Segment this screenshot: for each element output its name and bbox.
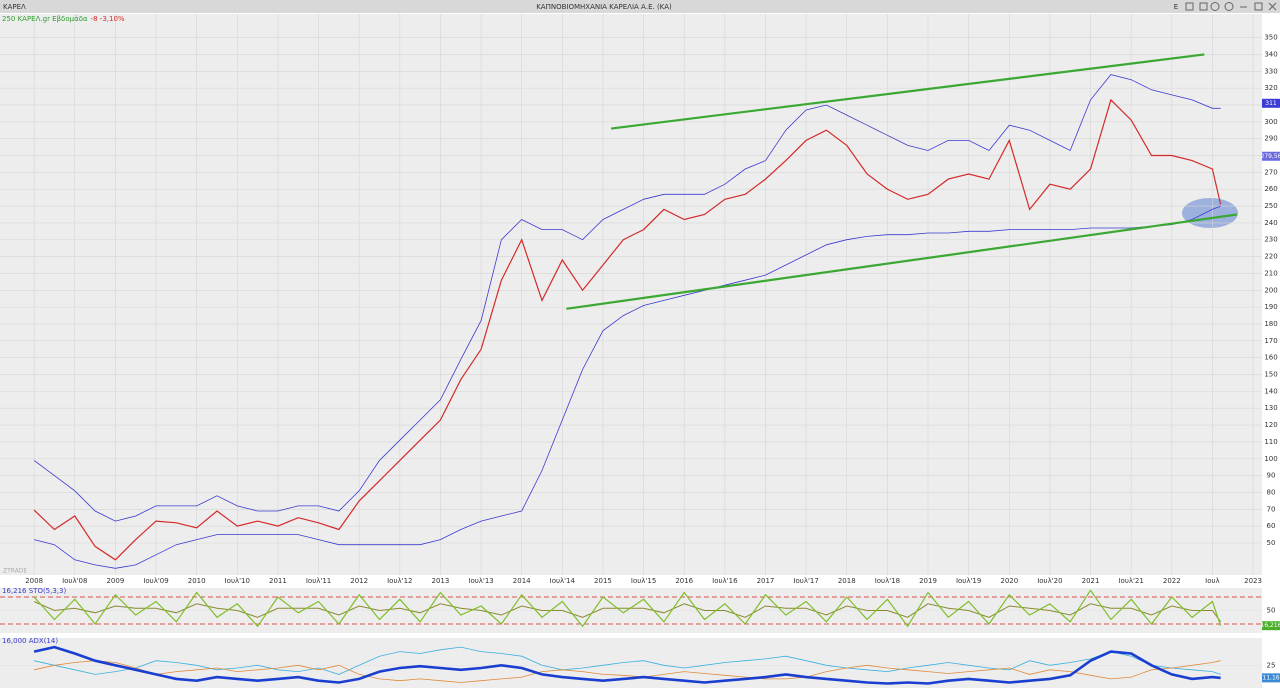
- x-tick-label: 2021: [1082, 577, 1100, 585]
- y-tick-label: 200: [1264, 286, 1277, 294]
- y-tick-label: 230: [1264, 236, 1277, 244]
- x-tick-label: Ιουλ'20: [1037, 577, 1062, 585]
- x-tick-label: Ιουλ'21: [1118, 577, 1143, 585]
- x-tick-label: 2009: [106, 577, 124, 585]
- y-tick-label: 220: [1264, 253, 1277, 261]
- y-tick-label: 150: [1264, 371, 1277, 379]
- highlight: [1182, 198, 1238, 228]
- watermark: ZTRADE: [3, 568, 27, 575]
- y-tick-label: 100: [1264, 455, 1277, 463]
- y-tick-label: 300: [1264, 118, 1277, 126]
- x-tick-label: Ιουλ'09: [143, 577, 168, 585]
- panel-title: 16,216 STO(5,3,3): [2, 587, 66, 595]
- y-tick-label: 50: [1267, 539, 1276, 547]
- x-tick-label: 2011: [269, 577, 287, 585]
- x-tick-label: 2020: [1000, 577, 1018, 585]
- window-title: ΚΑΠΝΟΒΙΟΜΗΧΑΝΙΑ ΚΑΡΕΛΙΑ Α.Ε. (ΚΑ): [536, 3, 672, 11]
- panel-title: 250 ΚΑΡΕΛ.gr Εβδομάδα: [2, 15, 88, 23]
- y-tick-label: 250: [1264, 202, 1277, 210]
- y-tick-label: 90: [1267, 472, 1276, 480]
- y-tick-label: 270: [1264, 168, 1277, 176]
- x-tick-label: 2022: [1163, 577, 1181, 585]
- price-tag-label: 311: [1265, 100, 1277, 107]
- y-tick-label: 320: [1264, 84, 1277, 92]
- x-tick-label: Ιουλ'14: [550, 577, 576, 585]
- x-tick-label: Ιουλ'19: [956, 577, 981, 585]
- x-tick-label: 2010: [188, 577, 206, 585]
- x-tick-label: Ιουλ'18: [875, 577, 900, 585]
- y-tick-label: 240: [1264, 219, 1277, 227]
- y-tick-label: 120: [1264, 421, 1277, 429]
- price-tag-label: 16,216: [1261, 622, 1280, 629]
- x-tick-label: Ιουλ'16: [712, 577, 738, 585]
- y-tick-label: 180: [1264, 320, 1277, 328]
- x-tick-label: Ιουλ'13: [468, 577, 493, 585]
- x-tick-label: 2017: [757, 577, 775, 585]
- y-tick-label: 60: [1267, 522, 1276, 530]
- x-tick-label: Ιουλ'11: [306, 577, 331, 585]
- x-tick-label: Ιουλ'15: [631, 577, 656, 585]
- x-tick-label: Ιουλ'10: [225, 577, 250, 585]
- price-change: -8 -3,10%: [91, 15, 125, 23]
- x-tick-label: 2016: [675, 577, 693, 585]
- y-tick-label: 130: [1264, 404, 1277, 412]
- y-tick-label: 80: [1267, 488, 1276, 496]
- y-tick-label: 260: [1264, 185, 1277, 193]
- x-tick-label: 2015: [594, 577, 612, 585]
- price-tag-label: 279,56: [1261, 153, 1280, 160]
- y-tick-label: 210: [1264, 269, 1277, 277]
- y-tick-label: 70: [1267, 505, 1276, 513]
- symbol: ΚΑΡΕΛ: [3, 3, 26, 11]
- x-tick-label: Ιουλ'17: [793, 577, 818, 585]
- x-tick-label: 2019: [919, 577, 937, 585]
- y-tick-label: 290: [1264, 135, 1277, 143]
- y-tick-label: 160: [1264, 354, 1277, 362]
- x-tick-label: 2008: [25, 577, 43, 585]
- y-tick-label: 340: [1264, 50, 1277, 58]
- x-tick-label: Ιουλ: [1205, 577, 1220, 585]
- x-tick-label: Ιουλ'12: [387, 577, 412, 585]
- y-tick-label: 170: [1264, 337, 1277, 345]
- price-panel: [0, 14, 1262, 575]
- y-tick-label: 330: [1264, 67, 1277, 75]
- price-tag-label: 11,16: [1262, 674, 1279, 681]
- x-tick-label: 2013: [432, 577, 450, 585]
- panel-title: 16,000 ADX(14): [2, 637, 58, 645]
- button[interactable]: E: [1174, 3, 1178, 11]
- y-tick-label: 350: [1264, 34, 1277, 42]
- x-tick-label: 2018: [838, 577, 856, 585]
- x-tick-label: 2012: [350, 577, 368, 585]
- y-tick-label: 190: [1264, 303, 1277, 311]
- y-tick-label: 110: [1264, 438, 1277, 446]
- x-tick-label: 2014: [513, 577, 531, 585]
- y-tick-label: 50: [1267, 607, 1276, 615]
- x-tick-label: 2023: [1244, 577, 1262, 585]
- x-tick-label: Ιουλ'08: [62, 577, 87, 585]
- y-tick-label: 140: [1264, 387, 1277, 395]
- y-tick-label: 25: [1267, 661, 1276, 669]
